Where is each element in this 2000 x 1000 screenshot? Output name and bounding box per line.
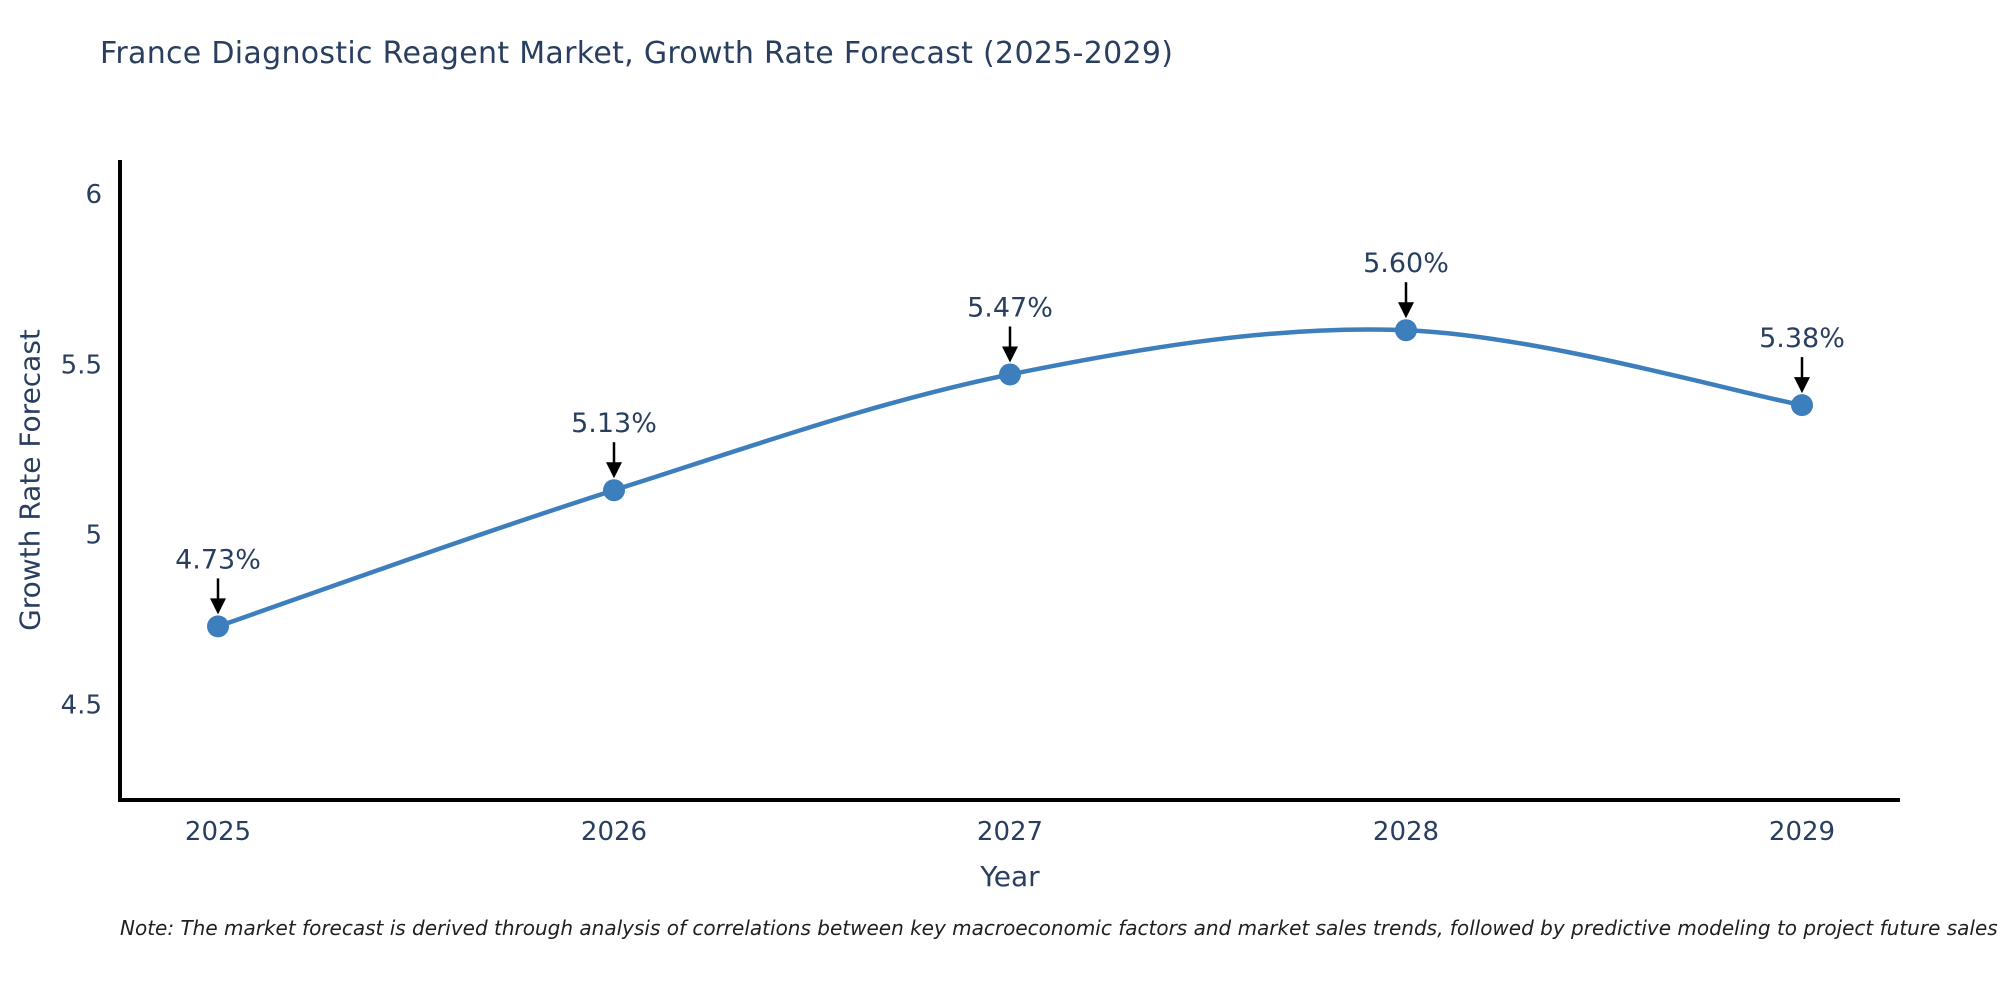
y-tick-label: 6: [85, 180, 102, 210]
chart-title: France Diagnostic Reagent Market, Growth…: [100, 36, 1174, 71]
data-point-label: 5.60%: [1363, 248, 1449, 279]
x-axis-label: Year: [980, 860, 1040, 893]
data-point-label: 4.73%: [175, 544, 261, 575]
data-point-markers: [207, 319, 1813, 638]
data-point-label: 5.47%: [967, 292, 1053, 323]
data-point-marker: [207, 615, 229, 638]
y-tick-label: 4.5: [61, 691, 102, 721]
annotation-arrowhead: [606, 462, 622, 479]
x-tick-labels: 2025 2026 2027 2028 2029: [185, 817, 1835, 847]
x-tick-label: 2027: [977, 817, 1043, 847]
annotation-arrowhead: [1794, 377, 1810, 394]
y-tick-labels: 4.5 5 5.5 6: [61, 180, 102, 721]
y-tick-label: 5: [85, 520, 102, 550]
data-point-label: 5.38%: [1759, 323, 1845, 354]
annotation-arrowhead: [210, 598, 226, 615]
data-point-label: 5.13%: [571, 408, 657, 439]
x-tick-label: 2026: [581, 817, 647, 847]
annotation-arrowhead: [1398, 302, 1414, 319]
data-point-marker: [999, 363, 1021, 386]
data-point-marker: [603, 479, 625, 502]
axes: [118, 160, 1900, 802]
x-tick-label: 2025: [185, 817, 251, 847]
x-tick-label: 2028: [1373, 817, 1439, 847]
annotation-arrowhead: [1002, 346, 1018, 363]
x-tick-label: 2029: [1769, 817, 1835, 847]
data-point-marker: [1791, 394, 1813, 417]
data-point-annotations: 4.73% 5.13% 5.47% 5.60% 5.38%: [175, 248, 1845, 615]
y-tick-label: 5.5: [61, 350, 102, 380]
data-point-marker: [1395, 319, 1417, 342]
footnote: Note: The market forecast is derived thr…: [120, 916, 1998, 940]
